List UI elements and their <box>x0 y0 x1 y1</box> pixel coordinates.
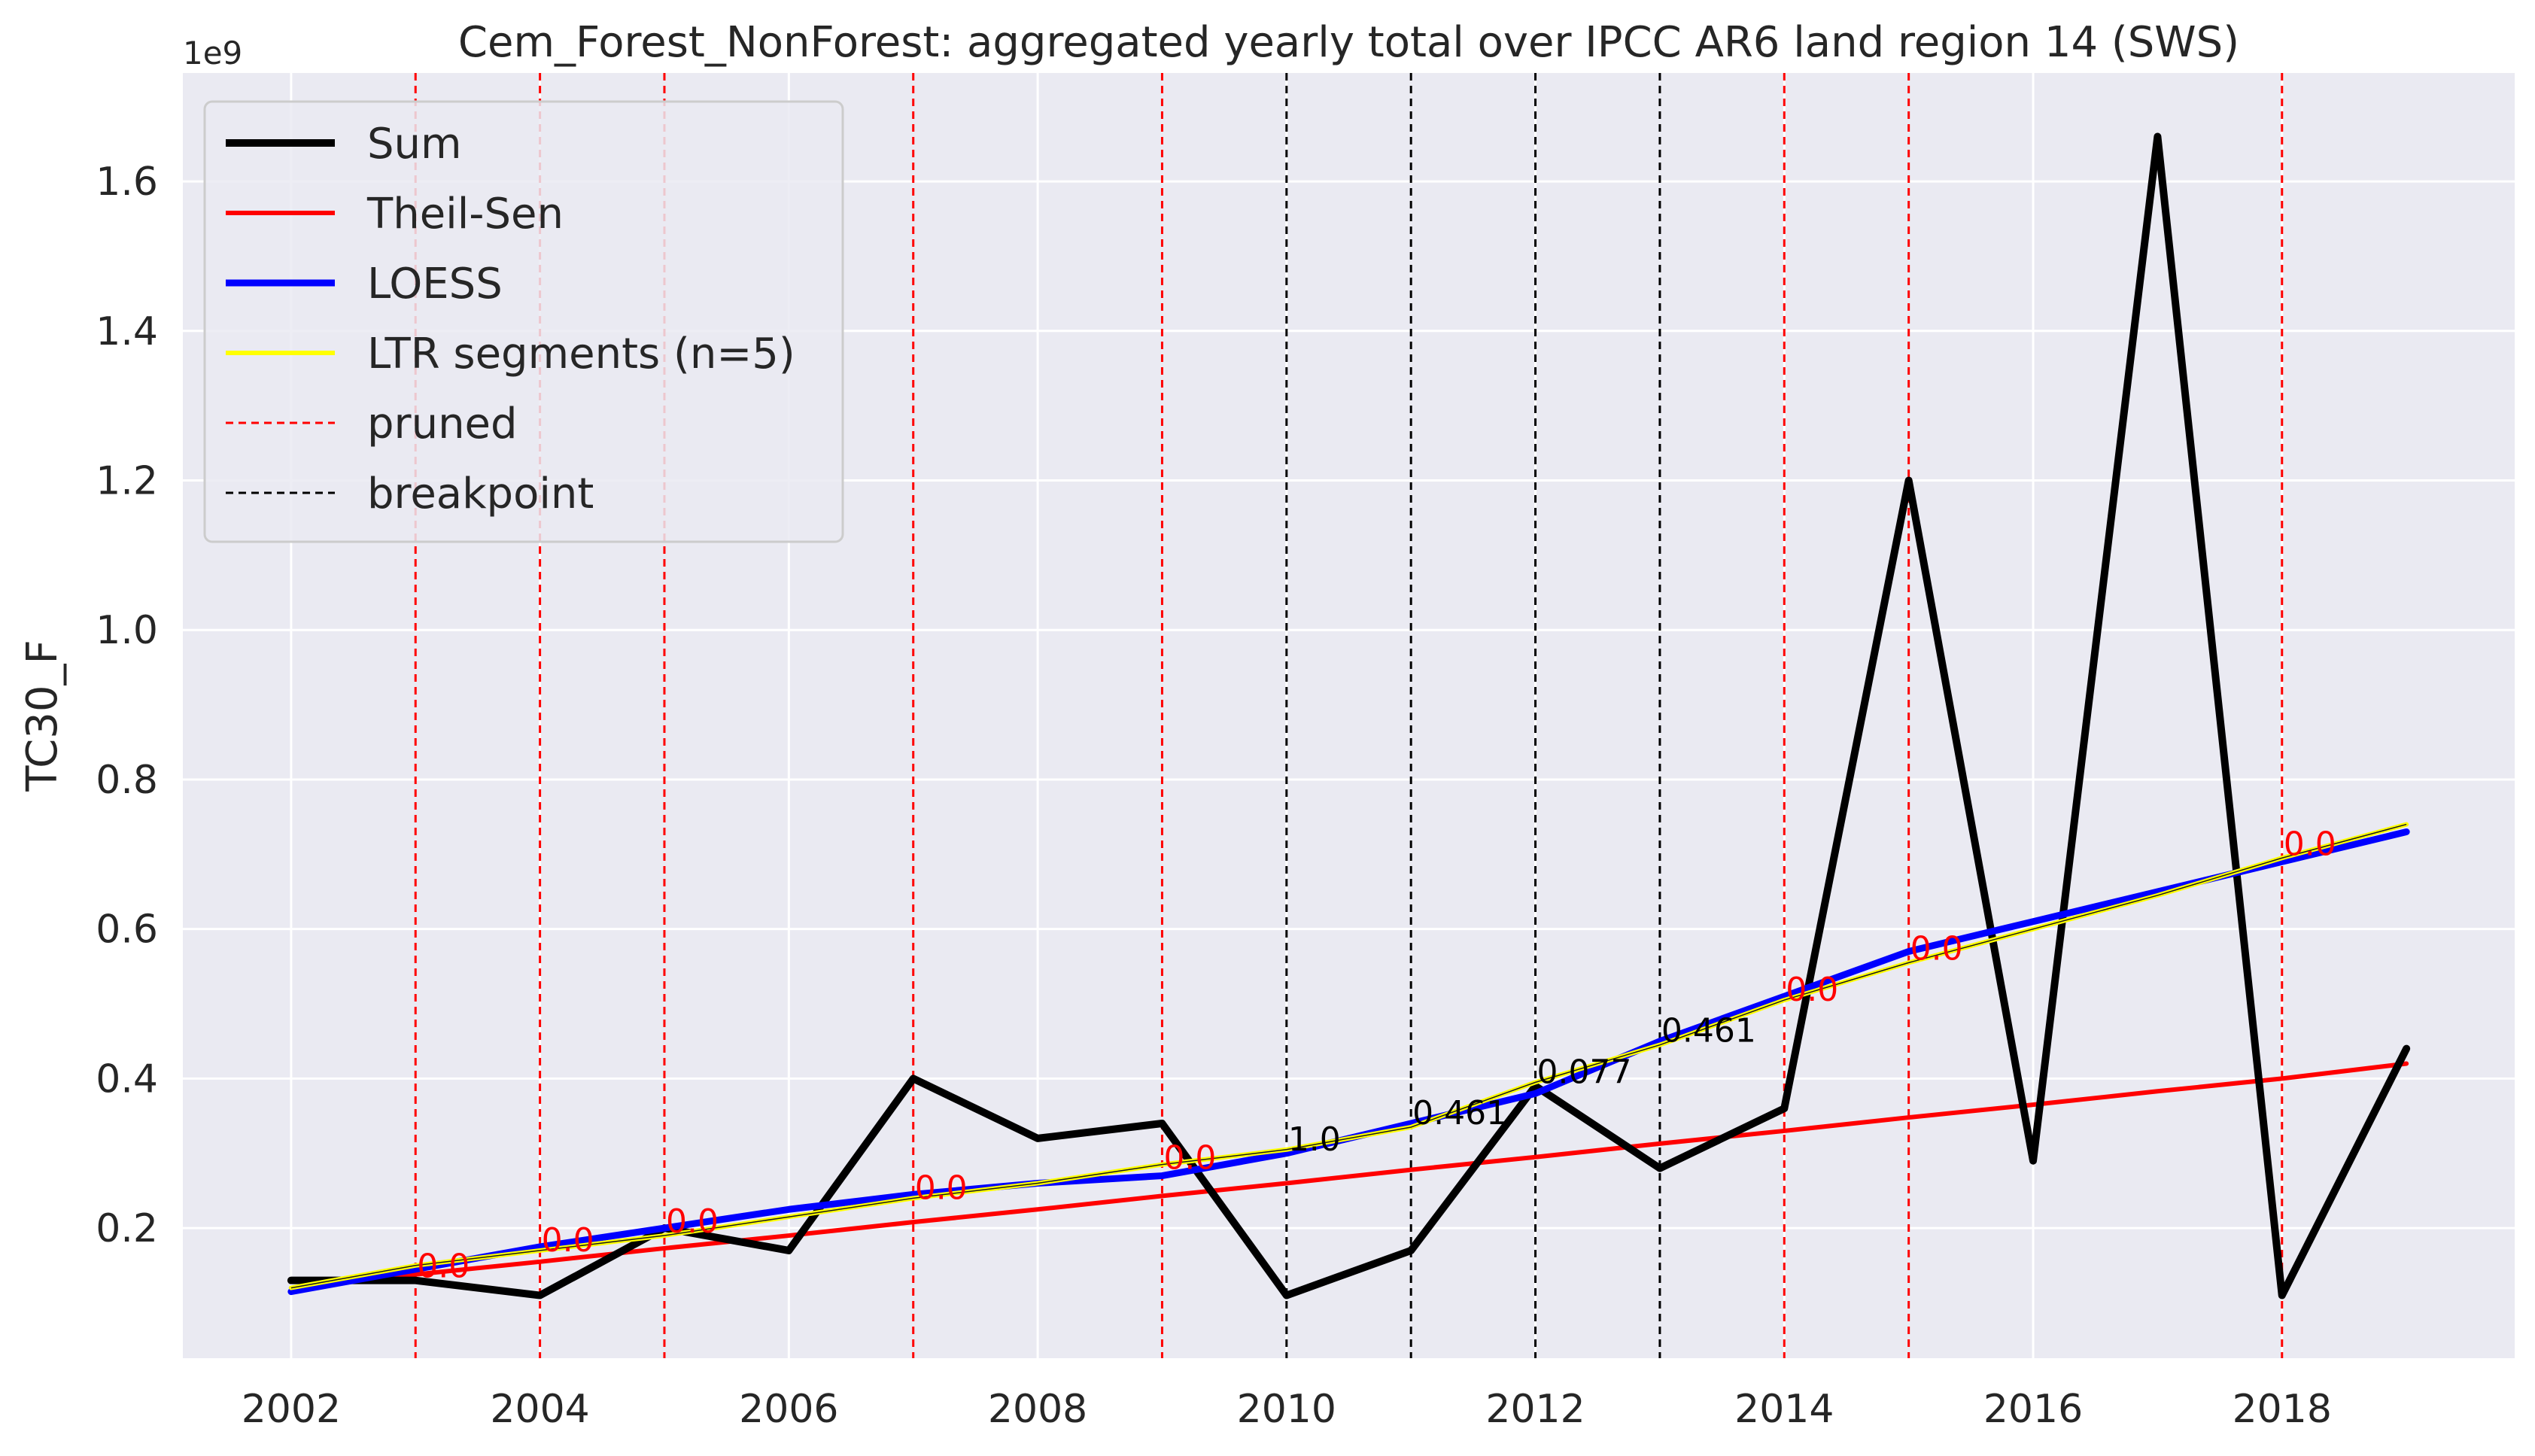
series-line-ltr-overlay <box>290 823 2407 1289</box>
pruned-marker-label: 0.0 <box>1786 971 1838 1009</box>
x-tick-label: 2010 <box>1237 1387 1336 1432</box>
pruned-marker-label: 0.0 <box>1163 1139 1216 1178</box>
x-tick-label: 2006 <box>739 1387 838 1432</box>
legend-box <box>203 100 844 543</box>
legend-label-pruned: pruned <box>367 400 518 448</box>
x-tick-label: 2008 <box>988 1387 1087 1432</box>
x-tick-label: 2012 <box>1485 1387 1585 1432</box>
chart-title: Cem_Forest_NonForest: aggregated yearly … <box>458 18 2239 67</box>
axes: 2002 2004 2006 2008 2010 2012 2014 2016 2018 0.2 0… <box>96 160 2332 1432</box>
y-tick-label: 0.2 <box>96 1206 158 1251</box>
legend-label-loess: LOESS <box>367 260 503 309</box>
legend-label-ltr: LTR segments (n=5) <box>367 330 795 378</box>
legend-label-sum: Sum <box>367 120 462 169</box>
pruned-marker-label: 0.0 <box>2284 825 2336 863</box>
x-tick-label: 2018 <box>2233 1387 2332 1432</box>
legend-label-breakpoint: breakpoint <box>367 470 594 518</box>
y-tick-label: 1.2 <box>96 459 158 504</box>
x-tick-label: 2016 <box>1983 1387 2083 1432</box>
vertical-markers <box>414 73 2284 1358</box>
y-tick-label: 1.0 <box>96 608 158 653</box>
breakpoint-marker-label: 0.077 <box>1537 1053 1632 1091</box>
breakpoint-marker-label: 1.0 <box>1288 1120 1341 1159</box>
y-axis-offset-label: 1e9 <box>183 35 242 71</box>
legend: Sum Theil-Sen LOESS LTR segments (n=5) prune… <box>203 100 844 543</box>
pruned-marker-label: 0.0 <box>542 1221 594 1260</box>
y-tick-label: 1.4 <box>96 309 158 354</box>
pruned-marker-label: 0.0 <box>915 1169 968 1207</box>
y-tick-label: 1.6 <box>96 160 158 205</box>
x-tick-label: 2004 <box>490 1387 589 1432</box>
pruned-marker-label: 0.0 <box>417 1248 470 1286</box>
y-tick-label: 0.4 <box>96 1056 158 1102</box>
x-tick-label: 2002 <box>242 1387 341 1432</box>
breakpoint-marker-label: 0.461 <box>1661 1012 1756 1050</box>
marker-labels: 0.0 0.0 0.0 0.0 0.0 1.0 0.461 0.077 0.461 0.0 0.0 0… <box>417 825 2336 1285</box>
y-tick-label: 0.8 <box>96 758 158 803</box>
y-tick-label: 0.6 <box>96 907 158 953</box>
series <box>287 132 2411 1299</box>
pruned-marker-label: 0.0 <box>1910 929 1963 968</box>
y-axis-label: TC30_F <box>18 640 67 792</box>
x-tick-label: 2014 <box>1734 1387 1834 1432</box>
pruned-marker-label: 0.0 <box>666 1202 719 1241</box>
legend-label-theil_sen: Theil-Sen <box>366 190 564 239</box>
series-line-theil_sen <box>288 1061 2409 1290</box>
breakpoint-marker-label: 0.461 <box>1412 1094 1507 1132</box>
